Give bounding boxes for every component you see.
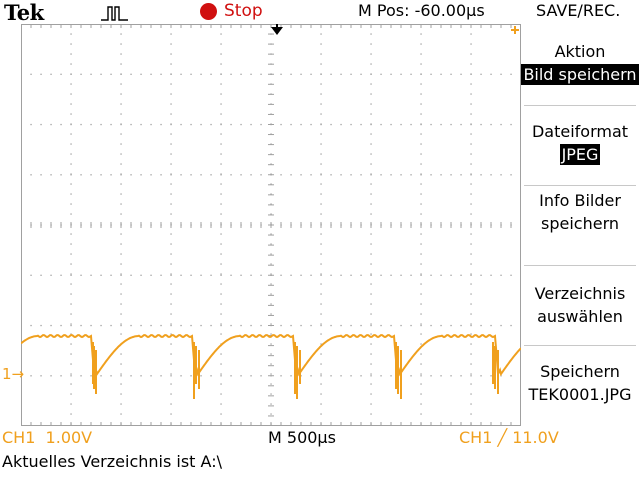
menu-select-directory-label: Verzeichnis auswählen <box>534 284 626 326</box>
trigger-readout: CH1 ╱ 11.0V <box>459 428 559 447</box>
menu-file-format-label: Dateiformat <box>531 122 629 141</box>
menu-select-directory[interactable]: Verzeichnis auswählen <box>520 282 640 328</box>
menu-info-label: Info Bilder speichern <box>539 191 621 233</box>
trigger-position-marker-icon <box>271 24 283 35</box>
waveform-display <box>21 24 521 426</box>
menu-divider <box>524 345 636 346</box>
readout-bar: CH1 1.00V M 500µs CH1 ╱ 11.0V Aktuelles … <box>0 426 640 480</box>
status-message: Aktuelles Verzeichnis ist A:\ <box>2 452 222 471</box>
graticule <box>21 24 521 426</box>
stop-indicator-icon <box>200 3 217 20</box>
menu-save[interactable]: Speichern TEK0001.JPG <box>520 360 640 406</box>
ch1-vertical-scale: CH1 1.00V <box>2 428 93 447</box>
menu-file-format[interactable]: Dateiformat JPEG <box>520 120 640 166</box>
menu-action-label: Aktion <box>554 42 606 61</box>
menu-divider <box>524 185 636 186</box>
trigger-level-marker-icon <box>511 26 519 34</box>
channel1-ground-marker: 1→ <box>2 365 25 383</box>
menu-title: SAVE/REC. <box>536 1 621 20</box>
menu-divider <box>524 105 636 106</box>
menu-divider <box>524 265 636 266</box>
menu-info[interactable]: Info Bilder speichern <box>520 189 640 235</box>
menu-action-value: Bild speichern <box>521 64 639 85</box>
menu-action[interactable]: Aktion Bild speichern <box>520 40 640 86</box>
run-state-label: Stop <box>224 1 263 21</box>
timebase: M 500µs <box>268 428 336 447</box>
menu-file-format-value: JPEG <box>559 144 601 165</box>
acquisition-mode-icon <box>101 6 128 21</box>
side-menu: Aktion Bild speichern Dateiformat JPEG I… <box>520 24 640 430</box>
menu-save-label: Speichern <box>540 362 620 381</box>
ch1-waveform-trace <box>21 334 521 378</box>
brand-logo: Tek <box>4 0 44 25</box>
status-bar: Tek Stop M Pos: -60.00µs SAVE/REC. <box>0 0 640 25</box>
menu-save-filename: TEK0001.JPG <box>528 385 632 404</box>
horizontal-position: M Pos: -60.00µs <box>358 1 485 20</box>
